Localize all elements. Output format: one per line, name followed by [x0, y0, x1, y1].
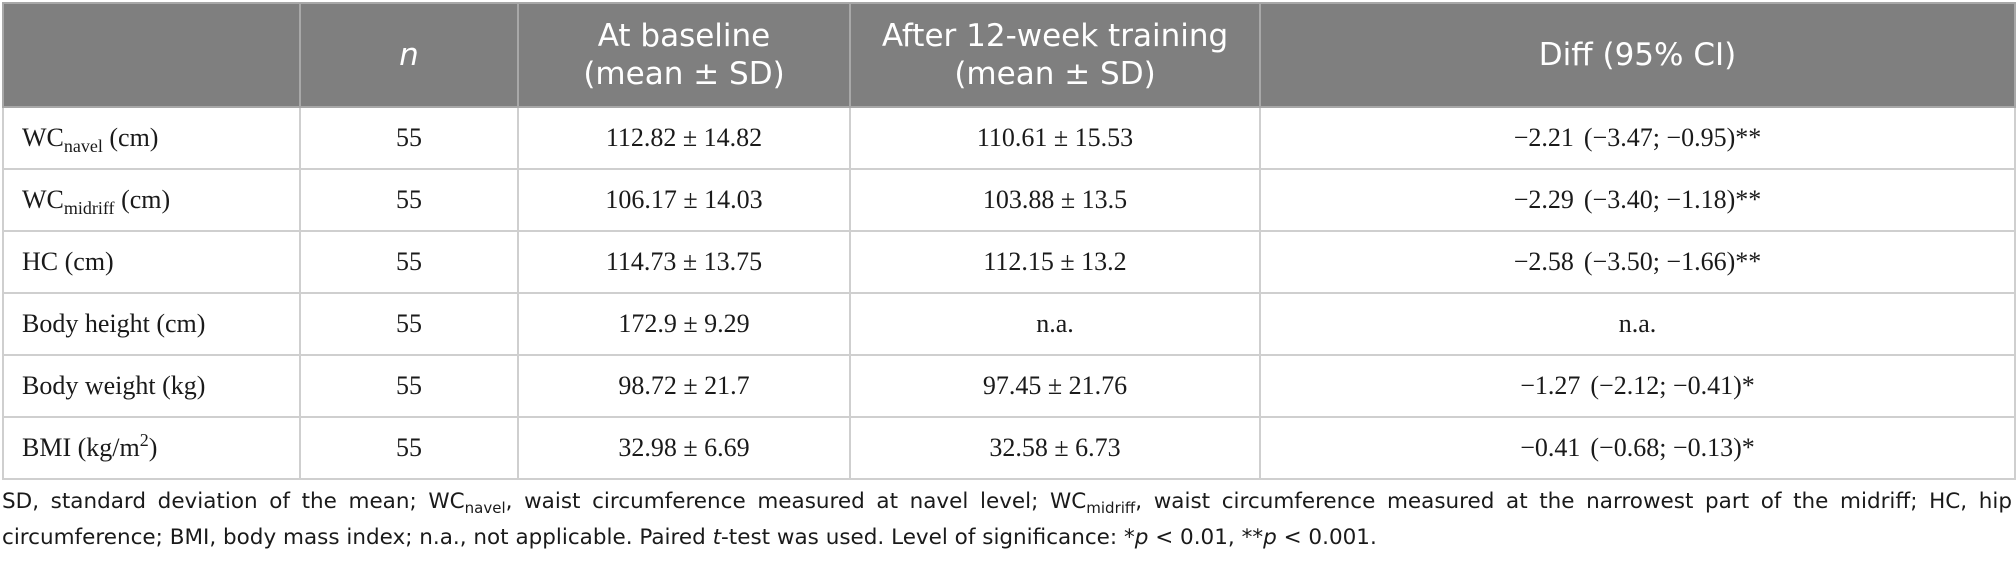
footnote-subscript: midriff [1086, 499, 1136, 517]
table-row: HC (cm) 55 114.73 ± 13.75 112.15 ± 13.2 … [2, 230, 2016, 294]
row-baseline: 172.9 ± 9.29 [517, 292, 851, 356]
row-after: 112.15 ± 13.2 [849, 230, 1261, 294]
header-baseline: At baseline (mean ± SD) [517, 2, 851, 108]
row-label: Body weight (kg) [2, 354, 301, 418]
row-n: 55 [299, 230, 519, 294]
row-label-text: WC [22, 123, 64, 152]
footnote-subscript: navel [464, 499, 506, 517]
table-footnote: SD, standard deviation of the mean; WCna… [2, 484, 2012, 556]
table-row: Body height (cm) 55 172.9 ± 9.29 n.a. n.… [2, 292, 2016, 356]
header-label [2, 2, 301, 108]
header-after-line1: After 12-week training [881, 18, 1229, 54]
row-diff-ci: (−3.50; −1.66)** [1583, 247, 1762, 276]
row-label-suffix: (cm) [114, 185, 171, 214]
table-row: WCmidriff (cm) 55 106.17 ± 14.03 103.88 … [2, 168, 2016, 232]
footnote-italic: t [712, 525, 722, 550]
row-after: 97.45 ± 21.76 [849, 354, 1261, 418]
row-label: WCmidriff (cm) [2, 168, 301, 232]
row-diff-ci: (−3.47; −0.95)** [1583, 123, 1762, 152]
header-baseline-line1: At baseline [597, 18, 771, 54]
row-after: 32.58 ± 6.73 [849, 416, 1261, 480]
row-n: 55 [299, 354, 519, 418]
row-diff: −2.29 (−3.40; −1.18)** [1259, 168, 2016, 232]
row-label-text: WC [22, 185, 64, 214]
footnote-italic: p [1134, 525, 1149, 550]
row-baseline: 112.82 ± 14.82 [517, 106, 851, 170]
row-diff-value: −0.41 [1520, 433, 1581, 462]
row-after: n.a. [849, 292, 1261, 356]
row-diff: −2.21 (−3.47; −0.95)** [1259, 106, 2016, 170]
row-diff-value: −2.21 [1513, 123, 1574, 152]
footnote-text: < 0.01, ** [1148, 525, 1264, 550]
header-n-text: n [399, 37, 419, 73]
footnote-text: , waist circumference measured at the na… [2, 489, 2012, 550]
table-row: Body weight (kg) 55 98.72 ± 21.7 97.45 ±… [2, 354, 2016, 418]
row-diff: −2.58 (−3.50; −1.66)** [1259, 230, 2016, 294]
row-after: 110.61 ± 15.53 [849, 106, 1261, 170]
footnote-text: < 0.001. [1276, 525, 1377, 550]
row-diff: −1.27 (−2.12; −0.41)* [1259, 354, 2016, 418]
row-label-subscript: navel [63, 136, 103, 156]
table-row: BMI (kg/m2) 55 32.98 ± 6.69 32.58 ± 6.73… [2, 416, 2016, 480]
header-diff: Diff (95% CI) [1259, 2, 2016, 108]
row-diff-value: −2.29 [1513, 185, 1574, 214]
row-diff-value: −2.58 [1513, 247, 1574, 276]
results-table: n At baseline (mean ± SD) After 12-week … [2, 2, 2016, 480]
row-label-text: BMI (kg/m [22, 433, 140, 462]
row-n: 55 [299, 168, 519, 232]
row-diff: −0.41 (−0.68; −0.13)* [1259, 416, 2016, 480]
row-label-superscript: 2 [139, 430, 149, 450]
row-diff-ci: (−3.40; −1.18)** [1583, 185, 1762, 214]
row-n: 55 [299, 416, 519, 480]
footnote-text: SD, standard deviation of the mean; WC [2, 489, 465, 514]
footnote-text: , waist circumference measured at navel … [505, 489, 1087, 514]
row-diff-ci: (−0.68; −0.13)* [1590, 433, 1755, 462]
header-after: After 12-week training (mean ± SD) [849, 2, 1261, 108]
row-diff: n.a. [1259, 292, 2016, 356]
results-table-container: n At baseline (mean ± SD) After 12-week … [2, 2, 2016, 480]
table-header-row: n At baseline (mean ± SD) After 12-week … [2, 2, 2016, 108]
row-n: 55 [299, 292, 519, 356]
row-label: HC (cm) [2, 230, 301, 294]
table-row: WCnavel (cm) 55 112.82 ± 14.82 110.61 ± … [2, 106, 2016, 170]
header-n: n [299, 2, 519, 108]
row-label-subscript: midriff [63, 198, 115, 218]
row-baseline: 32.98 ± 6.69 [517, 416, 851, 480]
footnote-italic: p [1263, 525, 1277, 550]
row-after: 103.88 ± 13.5 [849, 168, 1261, 232]
row-label: BMI (kg/m2) [2, 416, 301, 480]
row-baseline: 98.72 ± 21.7 [517, 354, 851, 418]
row-baseline: 114.73 ± 13.75 [517, 230, 851, 294]
row-diff-ci: (−2.12; −0.41)* [1590, 371, 1755, 400]
row-label: WCnavel (cm) [2, 106, 301, 170]
footnote-text: -test was used. Level of significance: * [721, 525, 1135, 550]
row-n: 55 [299, 106, 519, 170]
row-label-suffix: (cm) [102, 123, 159, 152]
row-diff-value: −1.27 [1520, 371, 1581, 400]
row-label: Body height (cm) [2, 292, 301, 356]
header-after-line2: (mean ± SD) [954, 56, 1156, 92]
row-baseline: 106.17 ± 14.03 [517, 168, 851, 232]
row-label-suffix: ) [148, 433, 158, 462]
header-baseline-line2: (mean ± SD) [583, 56, 785, 92]
